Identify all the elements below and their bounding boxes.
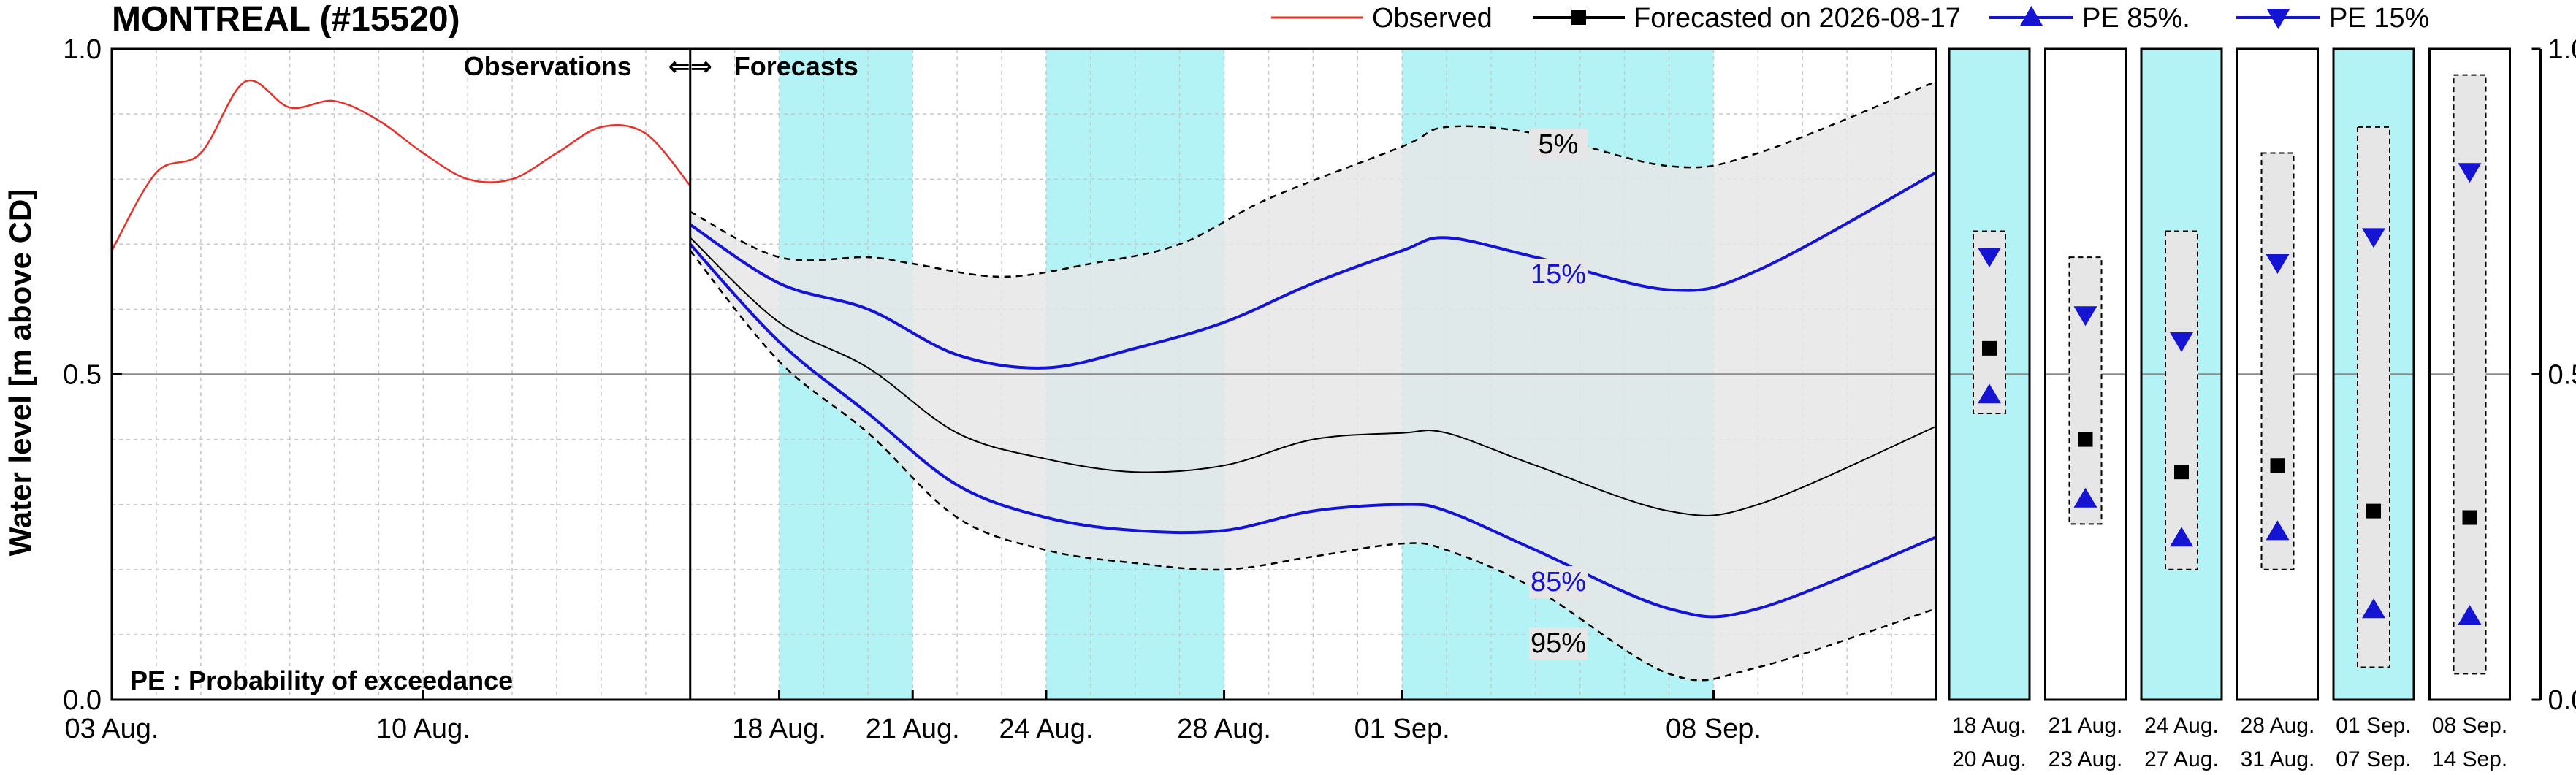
pe85-marker — [2266, 520, 2290, 541]
legend-item: PE 85%. — [1989, 3, 2190, 34]
curve-label: 5% — [1539, 129, 1579, 160]
direction-arrows: ⇐⇒ — [668, 51, 712, 81]
period-panel: 01 Sep. 07 Sep. — [2332, 47, 2415, 771]
legend-item: Observed — [1271, 3, 1493, 34]
pe15-marker — [2073, 306, 2097, 327]
curve-label: 95% — [1531, 628, 1586, 659]
series-line-95pct — [689, 250, 1936, 682]
panel-end-label: 07 Sep. — [2336, 747, 2411, 771]
panel-frame — [2332, 47, 2415, 701]
x-tick-label: 18 Aug. — [732, 714, 826, 744]
legend-item: PE 15% — [2236, 3, 2429, 34]
forecast-marker — [2270, 458, 2285, 473]
panel-end-label: 20 Aug. — [1952, 747, 2027, 771]
legend-item: Forecasted on 2026-08-17 — [1533, 3, 1961, 34]
panel-end-label: 27 Aug. — [2144, 747, 2219, 771]
pe85-marker — [2170, 527, 2193, 547]
x-tick-label: 24 Aug. — [999, 714, 1093, 744]
forecast-marker — [2174, 465, 2189, 480]
panel-end-label: 23 Aug. — [2049, 747, 2123, 771]
curve-label: 85% — [1531, 567, 1586, 598]
chart-title: MONTREAL (#15520) — [112, 0, 460, 39]
y-tick-label: 1.0 — [63, 34, 102, 65]
exceedance-envelope — [690, 81, 1936, 681]
observations-label: Observations — [464, 51, 632, 81]
y-tick-label: 0.0 — [63, 685, 102, 716]
pe-note: PE : Probability of exceedance — [130, 665, 513, 695]
legend-label: PE 85%. — [2082, 3, 2190, 34]
pe15-marker — [2170, 332, 2193, 352]
x-tick-label: 21 Aug. — [866, 714, 960, 744]
legend-marker-triangle-down — [2266, 9, 2290, 29]
forecast-marker — [2462, 510, 2477, 525]
panel-range-box — [2260, 152, 2295, 570]
period-panel: 21 Aug. 23 Aug. — [2044, 47, 2127, 771]
pe85-marker — [1978, 383, 2001, 404]
pe15-marker — [2458, 163, 2482, 183]
legend: Observed Forecasted on 2026-08-17 PE 85%. P… — [1271, 3, 2429, 34]
pe85-marker — [2073, 487, 2097, 508]
x-tick-label: 28 Aug. — [1177, 714, 1271, 744]
pe15-marker — [2362, 228, 2385, 248]
pe85-marker — [2458, 605, 2482, 625]
forecast-marker — [2366, 503, 2381, 519]
right-y-tick-label: 1.0 — [2548, 34, 2576, 65]
legend-marker-triangle-up — [2019, 6, 2043, 26]
panel-range-box — [2068, 256, 2103, 525]
panel-frame — [1948, 47, 2031, 701]
series-line-pe15 — [689, 171, 1936, 370]
period-panel: 28 Aug. 31 Aug. — [2236, 47, 2319, 771]
legend-label: Forecasted on 2026-08-17 — [1634, 3, 1961, 34]
panel-start-label: 21 Aug. — [2049, 714, 2123, 738]
pe85-marker — [2362, 598, 2385, 619]
period-panel: 08 Sep. 14 Sep. — [2428, 47, 2511, 771]
forecast-marker — [2078, 432, 2093, 447]
x-tick-label: 01 Sep. — [1354, 714, 1450, 744]
panel-end-label: 31 Aug. — [2241, 747, 2315, 771]
series-line-5pct — [690, 80, 1936, 278]
panel-start-label: 18 Aug. — [1952, 714, 2027, 738]
y-axis-label: Water level [m above CD] — [3, 189, 37, 557]
forecast-marker — [1982, 340, 1997, 356]
x-tick-label: 10 Aug. — [376, 714, 470, 744]
observed-line — [110, 79, 691, 251]
panel-start-label: 01 Sep. — [2336, 714, 2411, 738]
period-panels: 18 Aug. 20 Aug. 21 Aug. 23 Aug. 24 Aug. 27 Au… — [1948, 47, 2511, 771]
panel-start-label: 08 Sep. — [2432, 714, 2507, 738]
legend-marker-square — [1571, 10, 1586, 25]
pe15-marker — [1978, 248, 2001, 268]
panel-frame — [2044, 47, 2127, 701]
panel-start-label: 24 Aug. — [2144, 714, 2219, 738]
forecasts-label: Forecasts — [734, 51, 858, 81]
y-tick-label: 0.5 — [63, 360, 102, 391]
panel-range-box — [2357, 126, 2390, 668]
main-plot: 5% 15% 85% 95% Observations ⇐⇒ Forecasts PE : P… — [63, 34, 1937, 744]
right-y-axis: 0.0 0.5 1.0 — [2531, 34, 2576, 716]
right-y-tick-label: 0.0 — [2548, 685, 2576, 716]
legend-label: Observed — [1372, 3, 1493, 34]
panel-frame — [2428, 47, 2511, 701]
right-y-tick-label: 0.5 — [2548, 360, 2576, 391]
panel-start-label: 28 Aug. — [2241, 714, 2315, 738]
period-panel: 24 Aug. 27 Aug. — [2140, 47, 2223, 771]
panel-frame — [2140, 47, 2223, 701]
pe15-marker — [2266, 254, 2290, 275]
x-tick-label: 08 Sep. — [1666, 714, 1761, 744]
period-panel: 18 Aug. 20 Aug. — [1948, 47, 2031, 771]
curve-label: 15% — [1531, 259, 1586, 290]
series-line-forecast — [690, 237, 1936, 516]
panel-frame — [2236, 47, 2319, 701]
x-tick-label: 03 Aug. — [65, 714, 159, 744]
panel-range-box — [2165, 230, 2198, 570]
legend-label: PE 15% — [2329, 3, 2429, 34]
series-line-pe85 — [689, 243, 1936, 619]
panel-end-label: 14 Sep. — [2432, 747, 2507, 771]
